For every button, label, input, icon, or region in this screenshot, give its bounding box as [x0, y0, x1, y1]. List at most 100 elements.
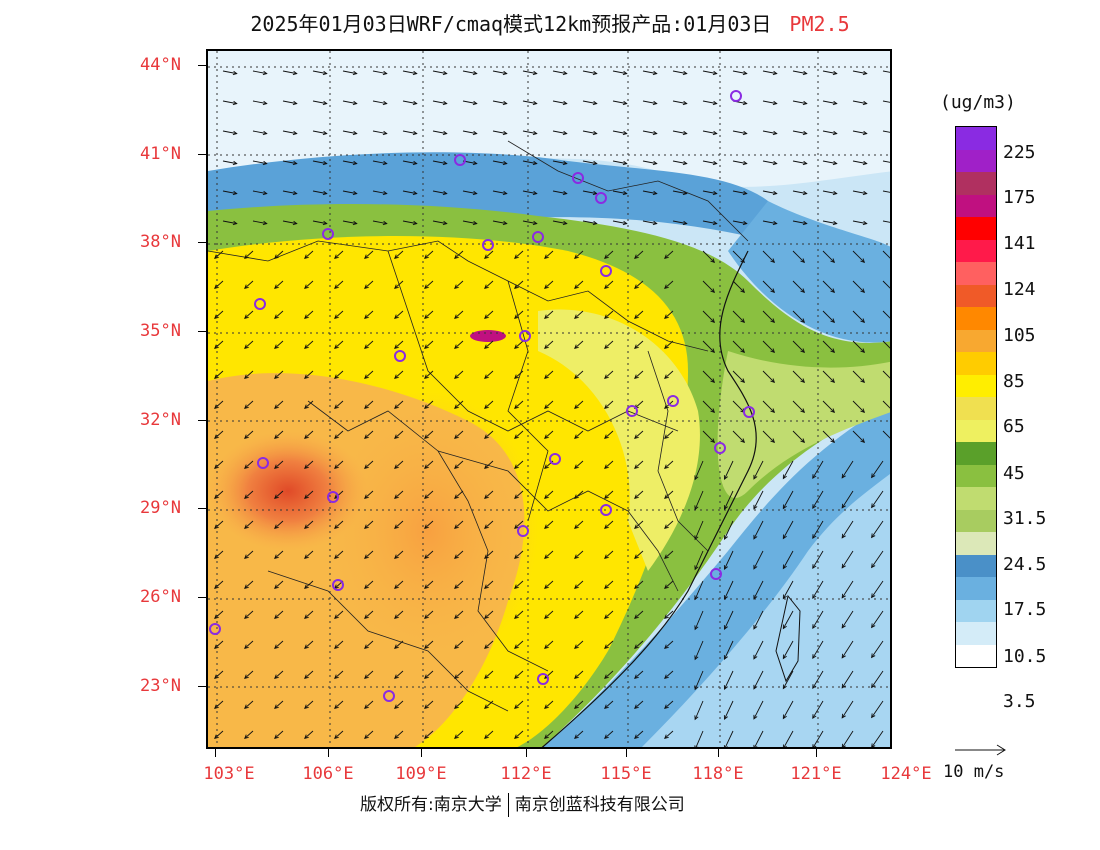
wind-vector-head [532, 190, 538, 196]
wind-vector [522, 160, 537, 165]
wind-vector-head [841, 713, 846, 719]
wind-vector [694, 670, 704, 690]
wind-vector-head [322, 70, 328, 76]
wind-vector-head [664, 494, 669, 499]
wind-vector [484, 580, 494, 589]
wind-vector-head [782, 714, 787, 720]
wind-vector-head [382, 100, 388, 106]
wind-vector-head [830, 378, 836, 384]
lon-label: 121°E [790, 764, 842, 784]
wind-vector-head [841, 503, 846, 509]
wind-vector [604, 400, 614, 409]
wind-vector [732, 430, 745, 443]
wind-vector [394, 610, 404, 619]
wind-vector [484, 520, 494, 529]
city-marker [327, 491, 339, 503]
wind-vector-head [860, 378, 866, 384]
wind-vector [792, 370, 805, 383]
legend-swatch [956, 532, 996, 555]
wind-vector-head [664, 584, 669, 589]
wind-vector [822, 430, 835, 443]
wind-vector [244, 640, 254, 649]
wind-vector-head [532, 220, 538, 226]
wind-vector-head [634, 344, 639, 349]
wind-vector [214, 700, 224, 709]
wind-vector [492, 70, 507, 75]
wind-vector-head [322, 220, 328, 226]
wind-vector-head [604, 374, 609, 379]
wind-vector [882, 370, 890, 379]
wind-vector [304, 400, 314, 409]
wind-vector [762, 190, 777, 195]
lon-tick [421, 749, 422, 757]
wind-vector-head [304, 464, 309, 469]
wind-vector [664, 250, 674, 259]
color-legend [955, 126, 997, 668]
wind-vector-head [334, 344, 339, 349]
wind-vector [634, 250, 644, 259]
wind-vector [432, 70, 447, 75]
wind-vector-head [871, 563, 876, 569]
wind-vector [342, 70, 357, 75]
wind-vector-head [812, 684, 817, 690]
wind-vector-head [812, 714, 817, 720]
wind-vector [604, 700, 614, 709]
wind-vector [762, 310, 775, 323]
wind-vector-head [812, 534, 817, 540]
wind-vector [634, 610, 644, 619]
wind-vector [304, 700, 314, 709]
wind-vector-head [604, 284, 609, 289]
wind-vector [274, 550, 284, 559]
wind-vector-head [304, 674, 309, 679]
wind-vector-head [544, 644, 549, 649]
wind-vector [753, 670, 764, 690]
wind-vector [402, 220, 417, 225]
wind-vector [574, 520, 584, 529]
wind-vector [454, 400, 464, 409]
wind-vector-head [394, 554, 399, 559]
legend-label: 45 [1003, 463, 1025, 484]
wind-vector-head [454, 434, 459, 439]
wind-vector [552, 70, 567, 75]
wind-vector-head [454, 674, 459, 679]
wind-vector [522, 130, 537, 135]
wind-vector [454, 310, 464, 319]
wind-vector [782, 460, 794, 479]
wind-vector [544, 490, 554, 499]
wind-vector [544, 250, 554, 259]
lon-tick [215, 749, 216, 757]
wind-vector-head [812, 474, 817, 480]
wind-vector [484, 730, 494, 739]
wind-vector [664, 430, 674, 439]
wind-vector-head [712, 220, 718, 226]
wind-vector [702, 370, 715, 383]
wind-vector [334, 280, 344, 289]
wind-vector [582, 220, 597, 225]
wind-vector-head [424, 314, 429, 319]
wind-vector [454, 520, 464, 529]
wind-vector-head [244, 734, 249, 739]
wind-vector [462, 220, 477, 225]
lon-label: 103°E [203, 764, 255, 784]
wind-vector [822, 370, 835, 383]
wind-vector [514, 430, 524, 439]
wind-vector-head [634, 374, 639, 379]
city-marker [549, 453, 561, 465]
wind-vector-head [262, 190, 268, 196]
wind-vector [634, 370, 644, 379]
wind-vector [544, 610, 554, 619]
wind-vector-head [244, 614, 249, 619]
wind-vector [812, 490, 824, 509]
wind-vector-head [862, 70, 868, 76]
wind-vector-head [841, 683, 846, 689]
wind-vector-head [232, 190, 238, 196]
wind-vector-head [753, 624, 758, 630]
wind-vector-head [710, 258, 716, 264]
wind-vector-head [382, 70, 388, 76]
wind-vector [244, 250, 254, 259]
lat-label: 38°N [140, 232, 181, 252]
wind-vector-head [424, 344, 429, 349]
wind-vector-head [652, 190, 658, 196]
wind-vector-head [782, 744, 787, 747]
legend-swatch [956, 194, 996, 217]
